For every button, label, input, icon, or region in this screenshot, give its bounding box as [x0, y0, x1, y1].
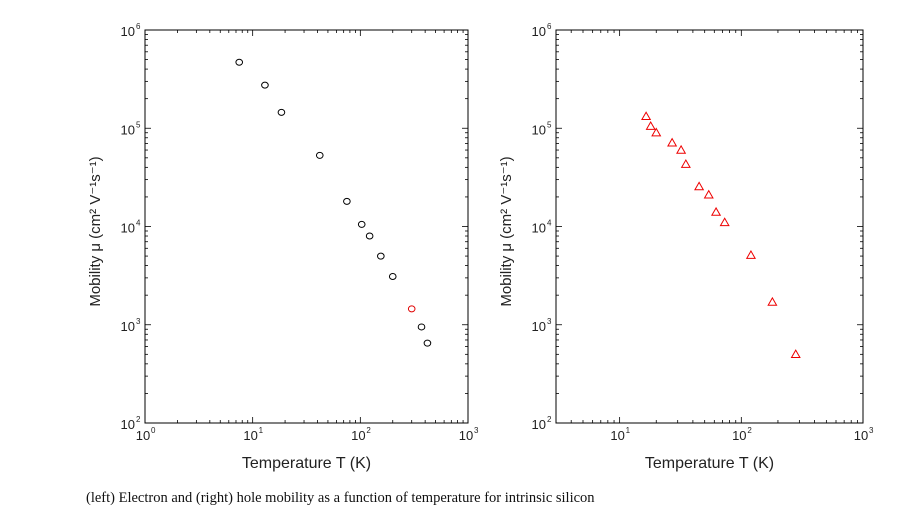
y-tick-label-exponent: 2: [136, 415, 141, 424]
data-point: [343, 197, 351, 205]
data-point: [377, 252, 385, 260]
y-axis-label: Mobility μ (cm² V⁻¹s⁻¹): [498, 156, 515, 306]
x-tick-label-exponent: 3: [869, 426, 874, 435]
data-point: [676, 144, 687, 154]
data-point: [315, 151, 324, 159]
data-point: [767, 296, 778, 306]
data-point: [745, 250, 757, 259]
x-tick-label-exponent: 2: [366, 426, 371, 435]
data-point: [407, 305, 416, 313]
y-tick-label: 10: [121, 24, 135, 39]
y-tick-label: 10: [532, 221, 546, 236]
data-point: [365, 232, 374, 240]
x-tick-label: 10: [854, 428, 868, 443]
y-tick-label-exponent: 6: [136, 22, 141, 31]
data-point: [235, 58, 244, 66]
y-tick-label-exponent: 3: [136, 317, 141, 326]
plot-frame: [555, 29, 864, 424]
y-tick-label-exponent: 3: [547, 317, 552, 326]
x-tick-label: 10: [136, 428, 150, 443]
y-tick-label: 10: [532, 24, 546, 39]
data-point: [680, 159, 691, 168]
data-point: [703, 189, 714, 199]
y-tick-label-exponent: 2: [547, 415, 552, 424]
data-point: [694, 181, 705, 191]
data-point: [357, 220, 366, 228]
x-axis-label: Temperature T (K): [242, 455, 371, 472]
y-tick-label: 10: [532, 122, 546, 137]
data-point: [645, 120, 656, 130]
y-tick-label: 10: [121, 122, 135, 137]
data-point: [790, 349, 801, 358]
data-point: [710, 206, 722, 216]
x-tick-label-exponent: 3: [474, 426, 479, 435]
y-tick-label: 10: [121, 319, 135, 334]
x-tick-label: 10: [351, 428, 365, 443]
x-tick-label-exponent: 1: [626, 426, 631, 435]
y-tick-label: 10: [532, 417, 546, 432]
y-tick-label-exponent: 4: [136, 219, 141, 228]
y-tick-label-exponent: 6: [547, 22, 552, 31]
data-point: [667, 137, 678, 147]
data-point: [388, 272, 397, 280]
x-tick-label-exponent: 0: [151, 426, 156, 435]
x-tick-label: 10: [610, 428, 624, 443]
x-tick-label-exponent: 2: [747, 426, 752, 435]
y-tick-label-exponent: 5: [547, 120, 552, 129]
x-tick-label: 10: [243, 428, 257, 443]
y-tick-label-exponent: 4: [547, 219, 552, 228]
data-point: [277, 108, 286, 116]
plot-frame: [144, 29, 469, 424]
y-tick-label: 10: [121, 221, 135, 236]
figure-caption: (left) Electron and (right) hole mobilit…: [86, 490, 595, 506]
data-point: [719, 217, 730, 227]
data-point: [651, 127, 662, 137]
y-tick-label: 10: [121, 417, 135, 432]
x-tick-label: 10: [732, 428, 746, 443]
x-tick-label: 10: [459, 428, 473, 443]
x-tick-label-exponent: 1: [259, 426, 264, 435]
data-point: [641, 111, 652, 121]
data-point: [261, 81, 269, 89]
data-point: [417, 323, 426, 331]
y-axis-label: Mobility μ (cm² V⁻¹s⁻¹): [87, 156, 104, 306]
data-point: [423, 339, 432, 347]
y-tick-label: 10: [532, 319, 546, 334]
y-tick-label-exponent: 5: [136, 120, 141, 129]
x-axis-label: Temperature T (K): [645, 455, 774, 472]
